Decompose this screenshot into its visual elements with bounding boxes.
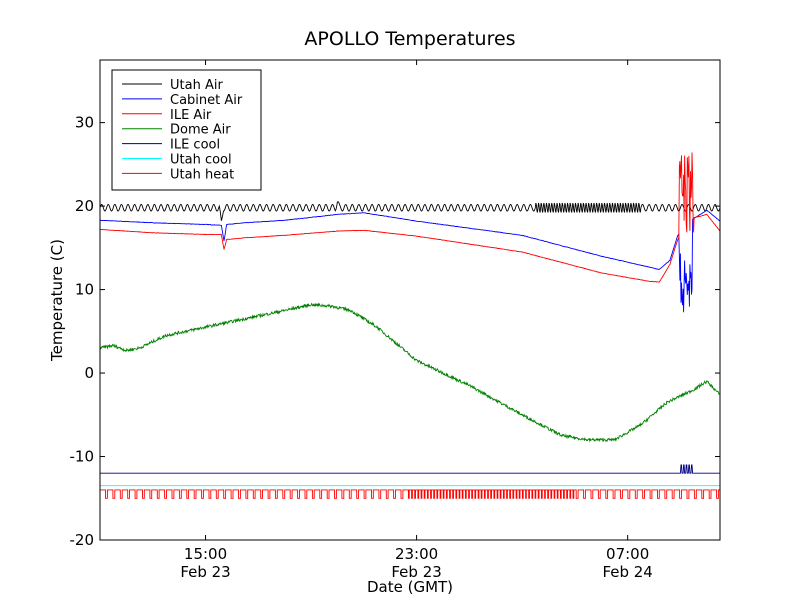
chart-title: APOLLO Temperatures [304,28,515,50]
plot-frame [99,59,721,541]
y-tick-label: 10 [75,281,94,299]
series-line-ile-air [100,152,720,283]
x-tick-label-time: 07:00 [606,545,649,563]
x-axis-label: Date (GMT) [367,578,453,596]
x-tick-label-time: 15:00 [184,545,227,563]
legend-label: Utah heat [170,167,234,182]
x-tick-label-date: Feb 23 [391,563,441,581]
x-tick-label-time: 23:00 [395,545,438,563]
series-line-ile-cool [100,464,720,474]
legend-label: Utah cool [170,153,232,168]
y-tick-label: -10 [70,448,95,466]
legend-label: Utah Air [170,78,223,93]
series-line-dome-air [100,302,720,443]
y-tick-label: 30 [75,114,94,132]
y-tick-label: 0 [84,364,94,382]
y-tick-label: -20 [70,531,95,549]
series-line-utah-air [100,201,720,221]
legend-label: Cabinet Air [170,93,243,108]
x-tick-label-date: Feb 23 [180,563,230,581]
y-axis-label: Temperature (C) [48,239,66,362]
legend-box [111,69,262,191]
series-line-utah-heat [100,489,720,499]
series-layer [100,152,720,499]
x-tick-label-date: Feb 24 [602,563,652,581]
legend-label: ILE Air [170,108,212,123]
y-tick-label: 20 [75,197,94,215]
series-line-cabinet-air [100,209,720,313]
legend-label: Dome Air [170,123,231,138]
legend-label: ILE cool [170,138,220,153]
